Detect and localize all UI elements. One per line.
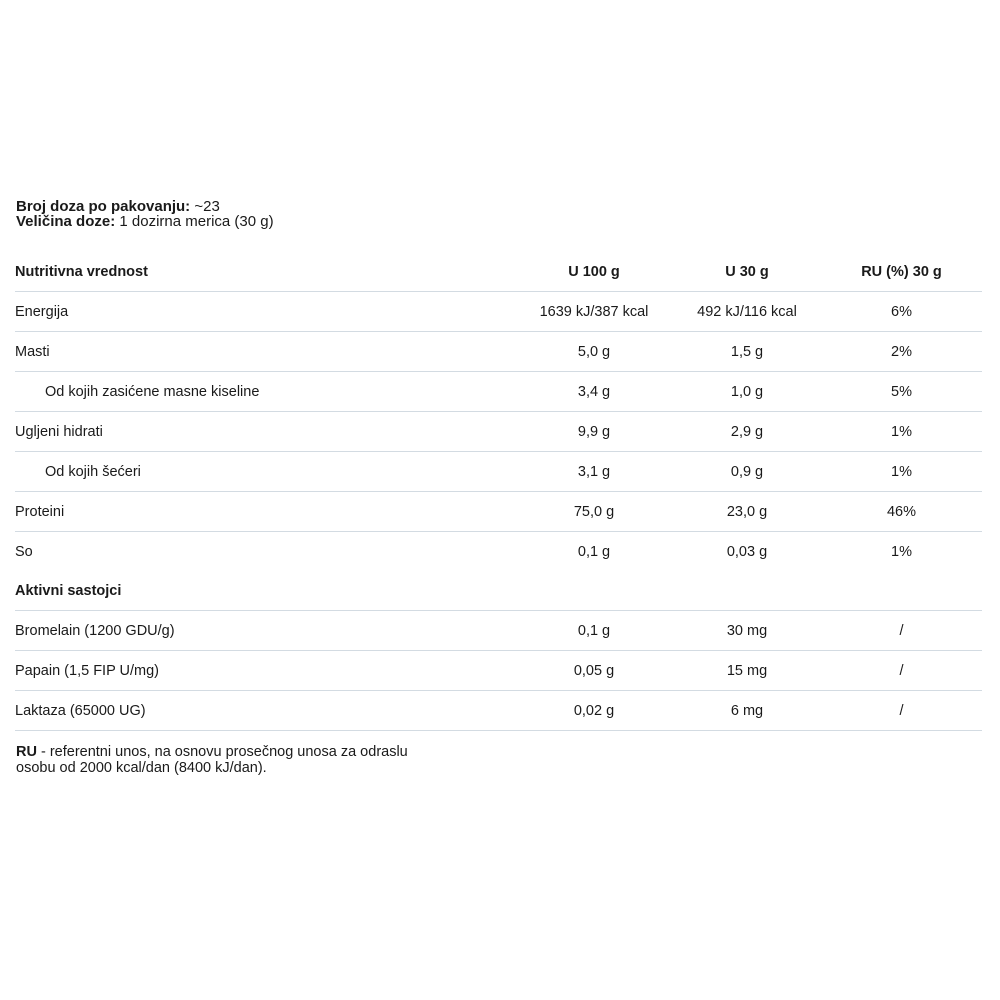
footnote-abbr: RU <box>16 744 37 760</box>
nutrition-table: Nutritivna vrednost U 100 g U 30 g RU (%… <box>15 252 982 731</box>
footnote: RU - referentni unos, na osnovu prosečno… <box>16 744 408 776</box>
size-label: Veličina doze: <box>16 213 116 230</box>
cell-name: Bromelain (1200 GDU/g) <box>15 610 515 651</box>
cell-v30: 0,9 g <box>673 451 821 492</box>
table-row: So 0,1 g 0,03 g 1% <box>15 532 982 572</box>
cell-v100: 0,1 g <box>577 543 611 560</box>
table-header: Nutritivna vrednost U 100 g U 30 g RU (%… <box>15 252 982 292</box>
table-row: Papain (1,5 FIP U/mg) 0,05 g 15 mg / <box>15 650 982 691</box>
cell-ru: 6% <box>821 291 982 332</box>
cell-name: Energija <box>15 291 515 332</box>
cell-v30: 0,03 g <box>726 543 768 560</box>
cell-name: Ugljeni hidrati <box>15 411 515 452</box>
cell-v30: 15 mg <box>673 650 821 691</box>
cell-ru: / <box>821 690 982 731</box>
cell-v100: 5,0 g <box>515 331 673 372</box>
cell-ru: / <box>821 610 982 651</box>
cell-v100: 3,1 g <box>515 451 673 492</box>
cell-v100: 0,1 g <box>515 610 673 651</box>
table-row: Od kojih zasićene masne kiseline 3,4 g 1,0… <box>15 371 982 412</box>
cell-v100: 3,4 g <box>515 371 673 412</box>
cell-name: Proteini <box>15 491 515 532</box>
cell-ru: 1% <box>891 543 912 560</box>
table-row: Ugljeni hidrati 9,9 g 2,9 g 1% <box>15 411 982 452</box>
cell-v100: 0,02 g <box>515 690 673 731</box>
table-row: Proteini 75,0 g 23,0 g 46% <box>15 491 982 532</box>
cell-name: Od kojih šećeri <box>15 451 515 492</box>
cell-v100: 9,9 g <box>515 411 673 452</box>
footnote-text: - referentni unos, na osnovu prosečnog u… <box>36 744 408 760</box>
active-heading: Aktivni sastojci <box>15 571 982 611</box>
doses-value: ~23 <box>190 198 220 215</box>
cell-name: Laktaza (65000 UG) <box>15 690 515 731</box>
cell-ru: 1% <box>821 411 982 452</box>
cell-v30: 492 kJ/116 kcal <box>673 291 821 332</box>
cell-v100: 75,0 g <box>515 491 673 532</box>
cell-name: So <box>15 543 33 560</box>
cell-ru: 2% <box>821 331 982 372</box>
cell-ru: 5% <box>821 371 982 412</box>
header-ru: RU (%) 30 g <box>821 252 982 292</box>
doses-label: Broj doza po pakovanju: <box>16 198 191 215</box>
table-row: Energija 1639 kJ/387 kcal 492 kJ/116 kcal 6… <box>15 291 982 332</box>
cell-v100: 1639 kJ/387 kcal <box>515 291 673 332</box>
header-100g: U 100 g <box>515 252 673 292</box>
footnote-text-2: osobu od 2000 kcal/dan (8400 kJ/dan). <box>16 760 267 776</box>
cell-name: Od kojih zasićene masne kiseline <box>15 371 515 412</box>
header-30g: U 30 g <box>673 252 821 292</box>
table-row: Masti 5,0 g 1,5 g 2% <box>15 331 982 372</box>
cell-ru: 1% <box>821 451 982 492</box>
cell-v30: 2,9 g <box>673 411 821 452</box>
cell-name: Papain (1,5 FIP U/mg) <box>15 650 515 691</box>
header-name: Nutritivna vrednost <box>15 252 515 292</box>
cell-v30: 30 mg <box>673 610 821 651</box>
cell-v30: 1,5 g <box>673 331 821 372</box>
cell-v100: 0,05 g <box>515 650 673 691</box>
table-row: Bromelain (1200 GDU/g) 0,1 g 30 mg / <box>15 610 982 651</box>
size-value: 1 dozirna merica (30 g) <box>115 213 274 230</box>
serving-info: Broj doza po pakovanju: ~23 Veličina doz… <box>16 199 274 229</box>
cell-ru: 46% <box>821 491 982 532</box>
table-row: Od kojih šećeri 3,1 g 0,9 g 1% <box>15 451 982 492</box>
cell-v30: 23,0 g <box>673 491 821 532</box>
cell-v30: 1,0 g <box>673 371 821 412</box>
cell-ru: / <box>821 650 982 691</box>
section-row: Aktivni sastojci <box>15 571 982 611</box>
cell-name: Masti <box>15 331 515 372</box>
cell-v30: 6 mg <box>673 690 821 731</box>
